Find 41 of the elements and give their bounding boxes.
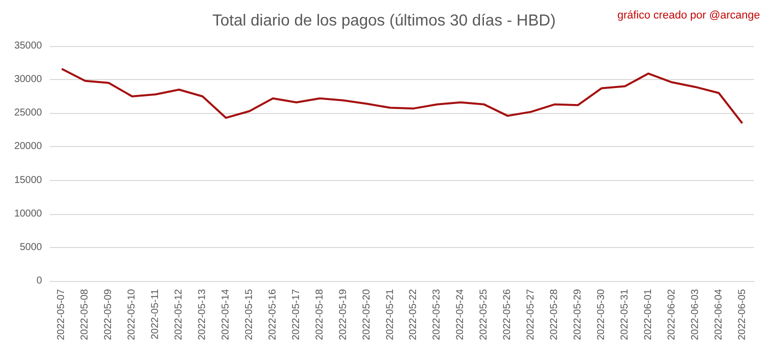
y-tick-label: 30000 <box>14 74 42 86</box>
x-tick-label: 2022-05-08 <box>80 288 91 340</box>
x-tick-label: 2022-05-19 <box>338 288 349 340</box>
x-tick-label: 2022-05-11 <box>150 288 162 340</box>
x-tick-label: 2022-05-21 <box>384 288 396 340</box>
x-tick-label: 2022-05-22 <box>408 288 420 340</box>
x-tick-label: 2022-05-20 <box>361 288 372 340</box>
y-tick-label: 15000 <box>14 174 42 186</box>
x-tick-label: 2022-06-01 <box>642 288 654 340</box>
x-tick-label: 2022-05-28 <box>549 288 560 340</box>
x-tick-label: 2022-06-05 <box>736 288 748 340</box>
x-tick-label: 2022-05-15 <box>244 288 255 340</box>
y-tick-label: 0 <box>36 276 42 286</box>
x-tick-label: 2022-05-16 <box>267 288 278 340</box>
x-tick-label: 2022-06-04 <box>713 288 724 340</box>
x-tick-label: 2022-05-26 <box>502 288 514 340</box>
y-tick-label: 35000 <box>14 40 42 52</box>
chart-title: Total diario de los pagos (últimos 30 días - HBD) <box>212 12 556 30</box>
x-tick-label: 2022-05-31 <box>619 288 630 340</box>
x-tick-label: 2022-05-25 <box>478 288 490 340</box>
x-tick-label: 2022-05-10 <box>126 288 138 340</box>
x-tick-label: 2022-05-23 <box>432 288 443 340</box>
x-tick-label: 2022-05-12 <box>174 288 185 340</box>
x-tick-label: 2022-06-02 <box>666 288 678 340</box>
x-tick-label: 2022-05-30 <box>596 288 607 340</box>
x-tick-label: 2022-05-09 <box>103 288 114 340</box>
y-tick-label: 20000 <box>14 141 42 152</box>
x-tick-label: 2022-05-17 <box>290 288 302 340</box>
x-tick-label: 2022-05-24 <box>455 288 466 340</box>
x-tick-label: 2022-05-07 <box>56 288 68 340</box>
y-tick-label: 10000 <box>14 208 42 220</box>
text: gráfico creado por @arcange <box>617 10 760 22</box>
x-tick-label: 2022-05-18 <box>314 288 326 340</box>
x-tick-label: 2022-05-29 <box>572 288 584 340</box>
line-series <box>60 68 744 124</box>
x-tick-label: 2022-06-03 <box>690 288 701 340</box>
x-tick-label: 2022-05-13 <box>197 288 208 340</box>
y-tick-label: 5000 <box>20 242 42 253</box>
y-tick-label: 25000 <box>14 108 42 119</box>
x-tick-label: 2022-05-27 <box>526 288 537 340</box>
x-tick-label: 2022-05-14 <box>220 288 232 340</box>
